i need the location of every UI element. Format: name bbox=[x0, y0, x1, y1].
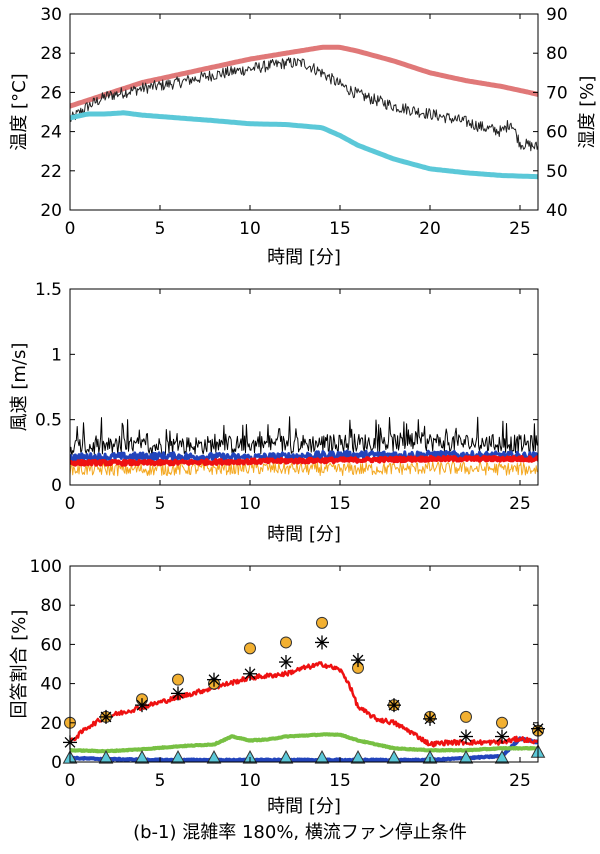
x-tick-label: 15 bbox=[329, 219, 351, 239]
marker-circle bbox=[280, 636, 292, 649]
x-tick-label: 10 bbox=[239, 494, 261, 514]
plot-frame bbox=[69, 288, 539, 486]
x-tick-label: 15 bbox=[329, 494, 351, 514]
x-tick-label: 0 bbox=[65, 771, 76, 791]
x-tick-label: 20 bbox=[419, 771, 441, 791]
y2-axis-label: 湿度 [%] bbox=[577, 76, 598, 149]
marker-triangle bbox=[206, 750, 222, 764]
chart-panel-1: 0 5 10 15 20 25 20 22 24 26 28 30 40 50 60 70 80 90 時間 [分]… bbox=[9, 5, 598, 268]
x-axis-label: 時間 [分] bbox=[267, 247, 341, 268]
marker-asterisk bbox=[459, 729, 473, 744]
plot-area bbox=[70, 44, 538, 180]
marker-circle bbox=[244, 642, 256, 655]
y2-tick-label: 50 bbox=[546, 162, 568, 182]
marker-circle bbox=[316, 616, 328, 629]
marker-triangle bbox=[278, 750, 294, 764]
marker-circle bbox=[172, 673, 184, 686]
x-tick-label: 20 bbox=[419, 219, 441, 239]
x-tick-label: 25 bbox=[509, 771, 531, 791]
marker-triangle bbox=[134, 750, 150, 764]
series-line-2 bbox=[70, 732, 538, 754]
y2-tick-label: 70 bbox=[546, 83, 568, 103]
y2-tick-label: 90 bbox=[546, 5, 568, 25]
series-line-3 bbox=[70, 110, 538, 180]
chart-panel-3: 0 5 10 15 20 25 0 20 40 60 80 100 時間 [分] 回答割合 [%] bbox=[9, 557, 546, 817]
series-line-3 bbox=[70, 461, 538, 477]
y2-tick-label: 80 bbox=[546, 44, 568, 64]
series-line-1 bbox=[70, 416, 538, 457]
marker-asterisk bbox=[207, 672, 221, 687]
marker-triangle bbox=[494, 750, 510, 764]
plot-frame bbox=[69, 13, 539, 211]
marker-asterisk bbox=[351, 653, 365, 668]
y-tick-label: 0 bbox=[51, 476, 62, 496]
y2-tick-label: 60 bbox=[546, 123, 568, 143]
series-line-3 bbox=[70, 661, 538, 748]
marker-asterisk bbox=[279, 655, 293, 670]
y-tick-label: 0 bbox=[51, 753, 62, 773]
marker-asterisk bbox=[243, 666, 257, 681]
marker-asterisk bbox=[423, 711, 437, 726]
y-tick-label: 100 bbox=[30, 557, 62, 577]
y-tick-label: 0.5 bbox=[35, 411, 62, 431]
marker-asterisk bbox=[387, 698, 401, 713]
y2-tick-label: 40 bbox=[546, 201, 568, 221]
figure-caption: (b-1) 混雑率 180%, 横流ファン停止条件 bbox=[133, 822, 467, 843]
y-tick-label: 28 bbox=[40, 44, 62, 64]
y-tick-label: 22 bbox=[40, 162, 62, 182]
series-line-1 bbox=[70, 44, 538, 109]
x-tick-label: 0 bbox=[65, 494, 76, 514]
marker-triangle bbox=[458, 750, 474, 764]
y-axis-label: 回答割合 [%] bbox=[9, 610, 30, 719]
marker-triangle bbox=[350, 750, 366, 764]
x-tick-label: 15 bbox=[329, 771, 351, 791]
x-tick-label: 10 bbox=[239, 219, 261, 239]
x-tick-label: 25 bbox=[509, 494, 531, 514]
y-axis-label: 風速 [m/s] bbox=[9, 343, 30, 432]
marker-triangle bbox=[314, 750, 330, 764]
plot-frame bbox=[69, 565, 539, 763]
y-tick-label: 60 bbox=[40, 635, 62, 655]
y-tick-label: 30 bbox=[40, 5, 62, 25]
series-line-1 bbox=[70, 736, 538, 762]
marker-triangle bbox=[386, 750, 402, 764]
marker-asterisk bbox=[315, 635, 329, 650]
y-tick-label: 26 bbox=[40, 83, 62, 103]
x-tick-label: 5 bbox=[155, 771, 166, 791]
y-tick-label: 80 bbox=[40, 596, 62, 616]
marker-asterisk bbox=[135, 698, 149, 713]
x-tick-label: 0 bbox=[65, 219, 76, 239]
x-tick-label: 20 bbox=[419, 494, 441, 514]
chart-panel-2: 0 5 10 15 20 25 0 0.5 1 1.5 時間 [分] 風速 [m/s] bbox=[9, 280, 539, 545]
x-tick-label: 10 bbox=[239, 771, 261, 791]
y-tick-label: 24 bbox=[40, 123, 62, 143]
x-axis-label: 時間 [分] bbox=[267, 796, 341, 817]
y-tick-label: 40 bbox=[40, 675, 62, 695]
y-tick-label: 1 bbox=[51, 345, 62, 365]
plot-area bbox=[70, 661, 538, 762]
series-line-4 bbox=[70, 454, 538, 467]
y-tick-label: 20 bbox=[40, 201, 62, 221]
y-tick-label: 1.5 bbox=[35, 280, 62, 300]
x-tick-label: 5 bbox=[155, 494, 166, 514]
marker-circle bbox=[496, 716, 508, 729]
plot-area bbox=[70, 416, 538, 477]
marker-asterisk bbox=[171, 686, 185, 701]
x-tick-label: 5 bbox=[155, 219, 166, 239]
marker-triangle bbox=[98, 750, 114, 764]
y-tick-label: 20 bbox=[40, 714, 62, 734]
marker-circle bbox=[460, 710, 472, 723]
series-line-2 bbox=[70, 57, 538, 152]
marker-triangle bbox=[170, 750, 186, 764]
x-tick-label: 25 bbox=[509, 219, 531, 239]
marker-asterisk bbox=[495, 729, 509, 744]
marker-asterisk bbox=[99, 709, 113, 724]
y-axis-label: 温度 [°C] bbox=[9, 73, 30, 150]
x-axis-label: 時間 [分] bbox=[267, 524, 341, 545]
